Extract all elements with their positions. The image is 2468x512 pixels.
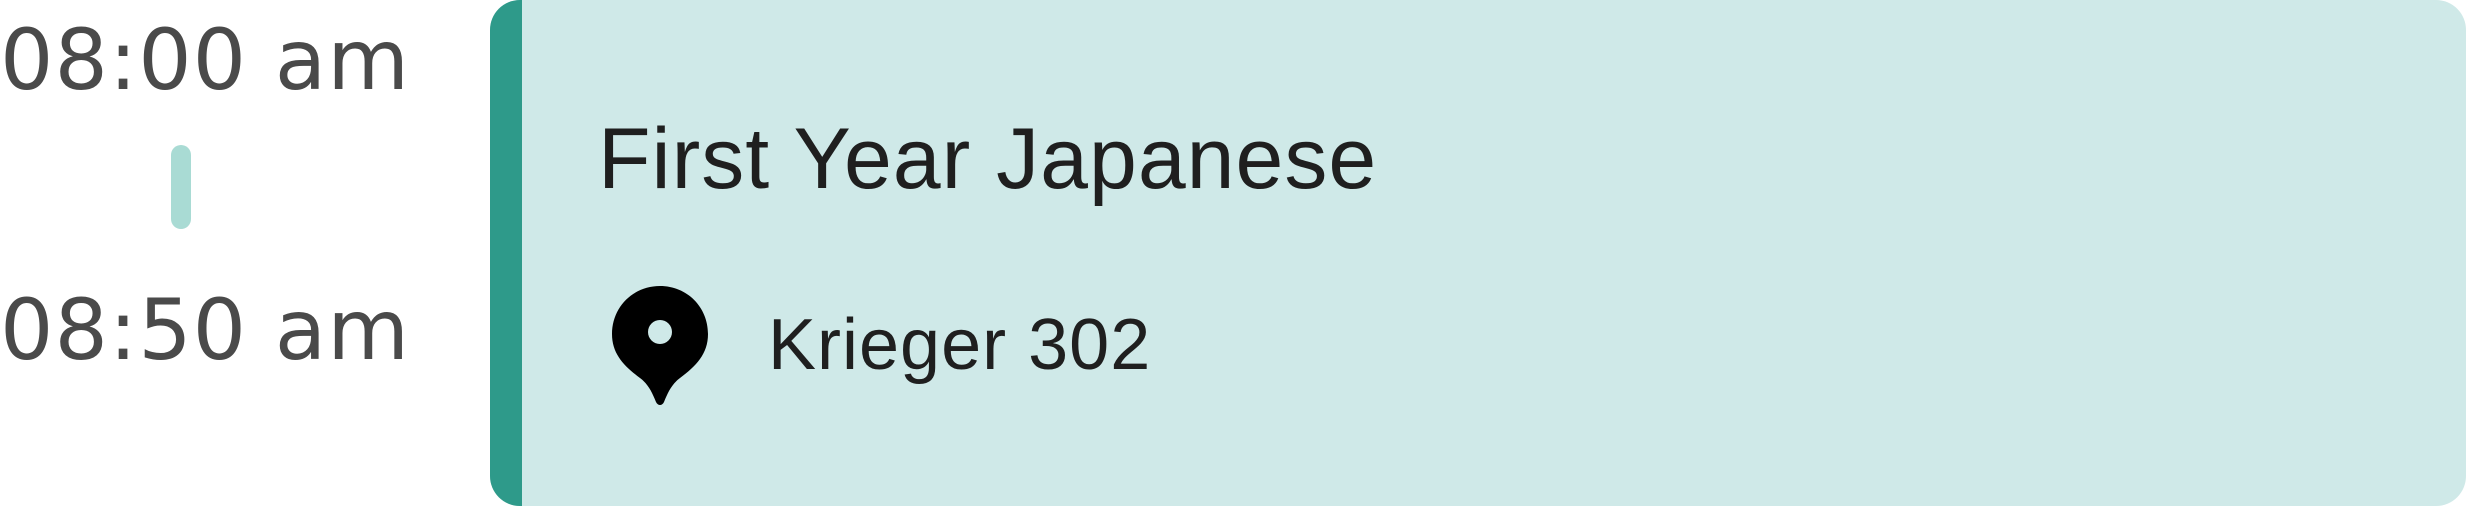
event-title: First Year Japanese — [598, 111, 1378, 207]
event-location-row: Krieger 302 — [610, 280, 1151, 410]
time-end: 08:50 am — [0, 281, 411, 379]
time-connector — [171, 145, 191, 229]
event-location-label: Krieger 302 — [768, 305, 1152, 385]
time-start: 08:00 am — [0, 11, 411, 109]
event-card-accent — [490, 0, 522, 506]
event-card[interactable]: First Year Japanese Krieger 302 — [490, 0, 2466, 506]
map-pin-icon — [612, 286, 708, 405]
